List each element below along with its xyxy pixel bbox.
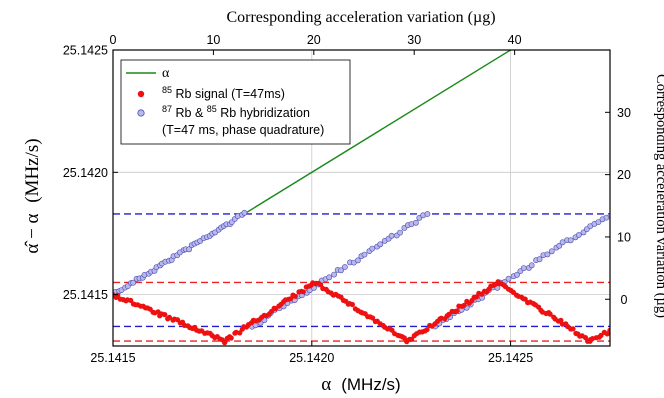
rb85-point bbox=[115, 292, 121, 298]
rb85-point bbox=[300, 289, 306, 295]
rb85-point bbox=[292, 293, 298, 299]
hybrid-point bbox=[361, 251, 368, 258]
legend: α 85 Rb signal (T=47ms) 87 Rb & 85 Rb hy… bbox=[120, 59, 351, 145]
rb85-point bbox=[570, 326, 576, 332]
hybrid-point bbox=[186, 246, 192, 253]
legend-hybrid-mid: Rb & bbox=[176, 106, 207, 120]
right-tick-label: 30 bbox=[617, 106, 631, 120]
plot-frame bbox=[112, 49, 611, 347]
legend-hybrid-sup2: 85 bbox=[207, 104, 217, 114]
hybrid-point bbox=[412, 219, 419, 226]
rb85-point bbox=[454, 308, 460, 314]
rb85-points bbox=[113, 279, 610, 346]
hybrid-point bbox=[556, 242, 563, 249]
bottom-axis-label-greek: α bbox=[321, 374, 331, 395]
hybrid-point bbox=[241, 209, 248, 216]
rb85-point bbox=[288, 296, 294, 302]
legend-alpha-label: α bbox=[162, 66, 170, 81]
hybrid-point bbox=[559, 239, 566, 246]
right-tick-label: 10 bbox=[617, 230, 631, 244]
right-tick-label: 0 bbox=[621, 293, 628, 307]
rb85-point bbox=[222, 340, 228, 346]
legend-hybrid-text: Rb hybridization bbox=[220, 106, 310, 120]
hybrid-point bbox=[567, 237, 574, 244]
rb85-point bbox=[424, 327, 430, 333]
hybrid-point bbox=[595, 219, 602, 225]
hybrid-point bbox=[528, 262, 535, 269]
rb85-point bbox=[547, 311, 553, 317]
rb85-point bbox=[409, 336, 415, 342]
hybrid-point bbox=[377, 241, 384, 248]
hybrid-point bbox=[326, 274, 333, 281]
right-axis-label: Corresponding acceleration variation (µg… bbox=[653, 74, 664, 318]
hybrid-point bbox=[354, 257, 361, 264]
legend-rb85-label: 85 Rb signal (T=47ms) bbox=[162, 82, 285, 101]
right-tick-label: 20 bbox=[617, 168, 631, 182]
rb85-point bbox=[128, 297, 134, 303]
bottom-axis-label: α (MHz/s) bbox=[321, 374, 400, 395]
rb85-point bbox=[607, 327, 610, 333]
x-tick-label: 25.1415 bbox=[90, 351, 135, 365]
left-axis-label-unit: (MHz/s) bbox=[22, 138, 43, 202]
hybrid-point bbox=[338, 267, 344, 274]
hybrid-point bbox=[331, 271, 337, 278]
legend-hybrid-line2: (T=47 ms, phase quadrature) bbox=[162, 123, 324, 137]
y-tick-label: 25.1415 bbox=[63, 288, 108, 302]
reference-lines bbox=[113, 213, 610, 342]
hybrid-point bbox=[575, 232, 582, 238]
hybrid-point bbox=[388, 232, 395, 239]
hybrid-point bbox=[536, 256, 543, 263]
hybrid-point bbox=[505, 275, 512, 282]
left-axis-label-main: α̂ − α bbox=[22, 213, 43, 253]
legend-hybrid-sup1: 87 bbox=[162, 104, 172, 114]
legend-rb85-swatch bbox=[137, 90, 145, 98]
hybrid-point bbox=[424, 211, 431, 217]
rb85-point bbox=[370, 315, 376, 321]
y-tick-label: 25.1420 bbox=[63, 166, 108, 180]
top-tick-label: 30 bbox=[407, 33, 421, 47]
legend-rb85-text: Rb signal (T=47ms) bbox=[176, 87, 285, 101]
left-axis-label: α̂ − α (MHz/s) bbox=[22, 138, 43, 253]
hybrid-point bbox=[548, 248, 555, 255]
top-tick-label: 10 bbox=[206, 33, 220, 47]
rb85-point bbox=[237, 330, 243, 336]
hybrid-point bbox=[130, 279, 137, 286]
rb85-point bbox=[349, 301, 355, 308]
hybrid-point bbox=[514, 271, 520, 278]
legend-hybrid-swatch bbox=[137, 109, 145, 117]
hybrid-point bbox=[397, 229, 403, 236]
x-tick-label: 25.1420 bbox=[289, 351, 334, 365]
bottom-axis-label-unit: (MHz/s) bbox=[341, 375, 400, 394]
rb85-point bbox=[162, 312, 168, 318]
top-axis-label: Corresponding acceleration variation (µg… bbox=[226, 9, 495, 26]
x-tick-label: 25.1425 bbox=[488, 351, 533, 365]
rb85-point bbox=[598, 332, 604, 338]
axis-ticks: 25.1415 25.1420 25.1425 25.1415 25.1420 25.14… bbox=[63, 33, 631, 365]
hybrid-point bbox=[341, 264, 348, 270]
rb85-point bbox=[461, 302, 467, 308]
hybrid-point bbox=[520, 265, 527, 271]
legend-hybrid-label: 87 Rb & 85 Rb hybridization bbox=[162, 101, 310, 120]
top-tick-label: 0 bbox=[110, 33, 117, 47]
legend-rb85-sup: 85 bbox=[162, 85, 172, 95]
y-tick-label: 25.1425 bbox=[63, 44, 108, 58]
top-tick-label: 20 bbox=[307, 33, 321, 47]
hybrid-point bbox=[369, 245, 376, 252]
top-tick-label: 40 bbox=[508, 33, 522, 47]
rb85-point bbox=[228, 335, 234, 341]
rb85-point bbox=[604, 331, 610, 337]
hybrid-point bbox=[544, 251, 551, 258]
legend-box bbox=[120, 59, 351, 145]
rb85-point bbox=[166, 314, 172, 320]
